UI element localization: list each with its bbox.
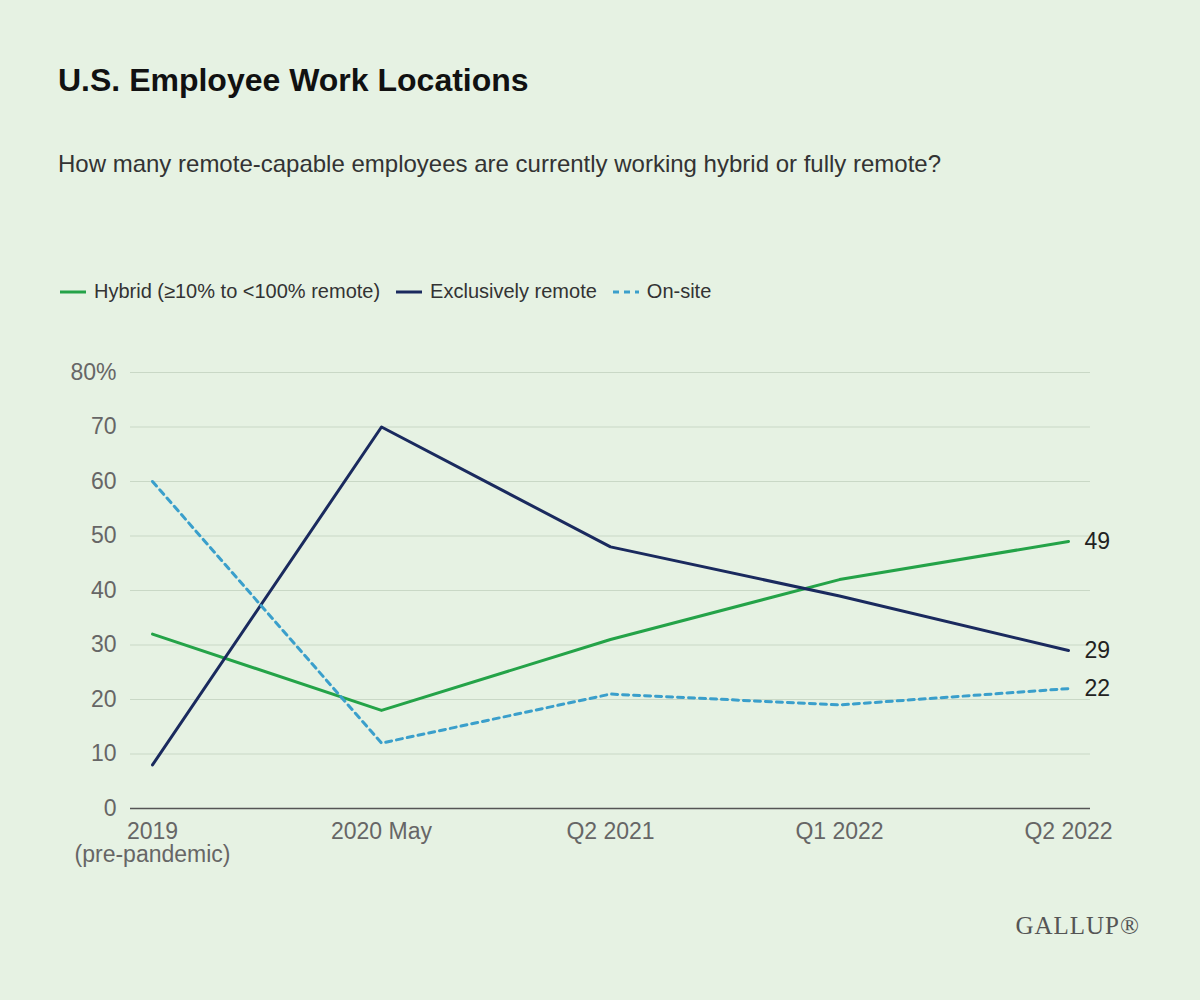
html-text:Hybrid (≥10% to <100% remote): Hybrid (≥10% to <100% remote) — [94, 280, 381, 302]
html-text:How many remote-capable employ: How many remote-capable employees are cu… — [58, 150, 941, 177]
html-text:U.S. Employee Work Locations: U.S. Employee Work Locations — [58, 62, 529, 98]
svg-text:80%: 80% — [70, 359, 116, 385]
svg-text:40: 40 — [91, 577, 117, 603]
svg-text:30: 30 — [91, 631, 117, 657]
svg-text:70: 70 — [91, 413, 117, 439]
svg-text:10: 10 — [91, 740, 117, 766]
html-text:On-site: On-site — [646, 280, 712, 302]
html-text:Exclusively remote: Exclusively remote — [430, 280, 597, 302]
svg-text:2020 May: 2020 May — [331, 818, 433, 844]
svg-text:60: 60 — [91, 468, 117, 494]
svg-text:2019(pre-pandemic): 2019(pre-pandemic) — [75, 818, 231, 867]
svg-text:Q1 2022: Q1 2022 — [795, 818, 883, 844]
svg-text:Q2 2021: Q2 2021 — [566, 818, 654, 844]
svg-text:Q2 2022: Q2 2022 — [1024, 818, 1112, 844]
svg-text:0: 0 — [104, 795, 117, 821]
svg-text:49: 49 — [1085, 528, 1111, 554]
svg-text:29: 29 — [1085, 637, 1111, 663]
html-text:GALLUP®: GALLUP® — [1015, 912, 1140, 939]
svg-text:50: 50 — [91, 522, 117, 548]
svg-text:20: 20 — [91, 686, 117, 712]
svg-text:22: 22 — [1085, 675, 1111, 701]
